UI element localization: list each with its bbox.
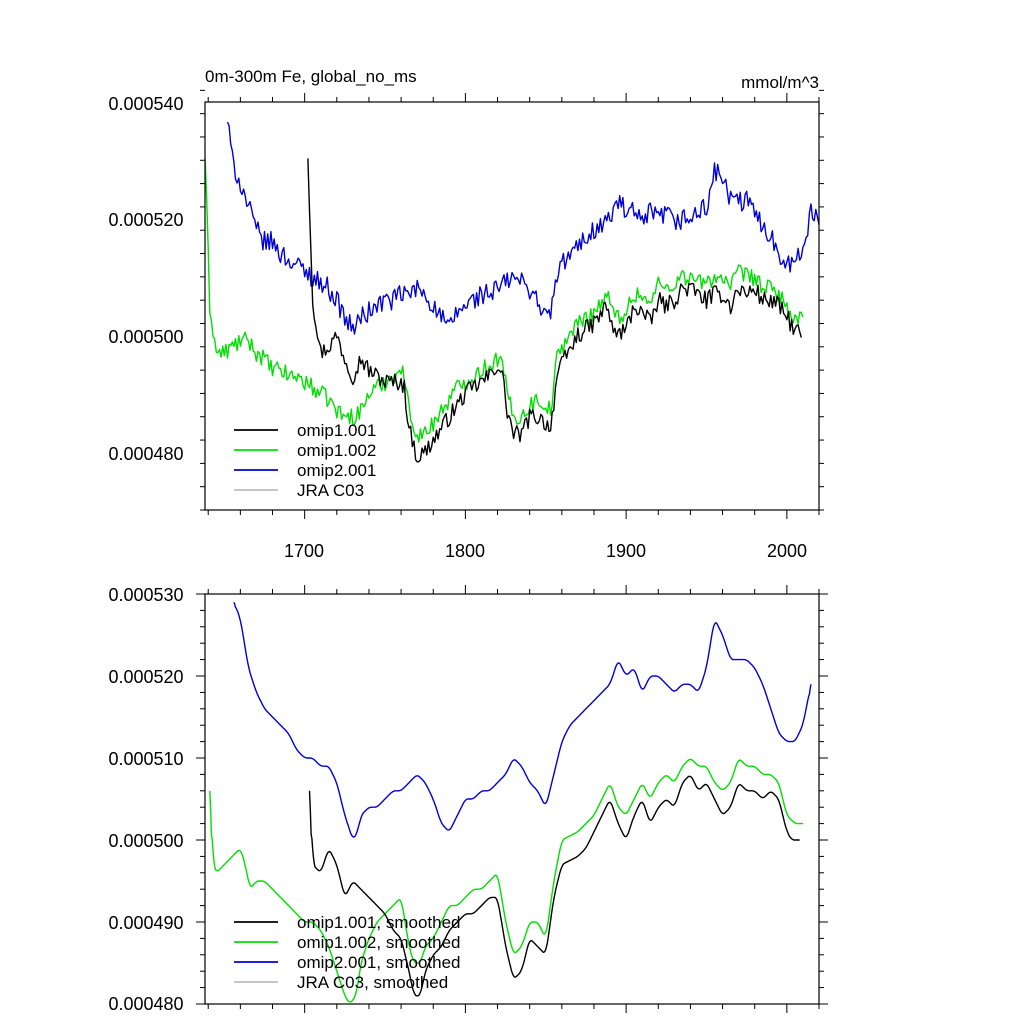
top-series-omip1-002: [205, 157, 804, 443]
bottom-panel: 0.000530 0.000520 0.000510 0.000500 0.00…: [108, 585, 828, 1014]
top-units-label: mmol/m^3: [741, 73, 819, 92]
bottom-legend: omip1.001, smoothed omip1.002, smoothed …: [234, 913, 461, 992]
top-panel: 0m-300m Fe, global_no_ms mmol/m^3 0.0005…: [108, 67, 824, 561]
top-ytick-label: 0.000520: [108, 210, 183, 230]
bottom-legend-label: omip2.001, smoothed: [297, 953, 461, 972]
top-ytick-label: 0.000540: [108, 94, 183, 114]
top-legend-label: omip2.001: [297, 461, 376, 480]
top-series-omip2-001: [226, 121, 819, 335]
bottom-legend-label: JRA C03, smoothed: [297, 973, 448, 992]
top-series-layer: [205, 121, 819, 463]
bottom-series-omip1-002: [209, 758, 803, 1003]
top-legend-label: omip1.001: [297, 421, 376, 440]
bottom-tick-layer: [196, 585, 828, 1013]
top-legend-label: omip1.002: [297, 441, 376, 460]
bottom-series-layer: [209, 601, 812, 1003]
bottom-plot-frame: [204, 593, 820, 1005]
bottom-ytick-label: 0.000530: [108, 585, 183, 605]
top-legend: omip1.001 omip1.002 omip2.001 JRA C03: [234, 421, 376, 500]
top-ytick-label: 0.000500: [108, 327, 183, 347]
bottom-ytick-label: 0.000510: [108, 749, 183, 769]
bottom-ytick-label: 0.000490: [108, 913, 183, 933]
bottom-series-omip2-001: [233, 601, 812, 838]
top-xtick-label: 1800: [445, 541, 485, 561]
bottom-ytick-label: 0.000520: [108, 667, 183, 687]
bottom-ytick-label: 0.000500: [108, 831, 183, 851]
top-plot-frame: [204, 101, 820, 511]
top-legend-label: JRA C03: [297, 481, 364, 500]
bottom-legend-label: omip1.002, smoothed: [297, 933, 461, 952]
bottom-legend-label: omip1.001, smoothed: [297, 913, 461, 932]
top-xtick-label: 1900: [606, 541, 646, 561]
top-ytick-label: 0.000480: [108, 444, 183, 464]
top-chart-title: 0m-300m Fe, global_no_ms: [205, 67, 417, 86]
bottom-series-omip1-001: [308, 775, 800, 997]
bottom-ytick-label: 0.000480: [108, 994, 183, 1014]
top-xtick-label: 1700: [284, 541, 324, 561]
top-series-omip1-001: [307, 158, 802, 463]
top-xtick-label: 2000: [767, 541, 807, 561]
top-tick-layer: [200, 89, 824, 519]
